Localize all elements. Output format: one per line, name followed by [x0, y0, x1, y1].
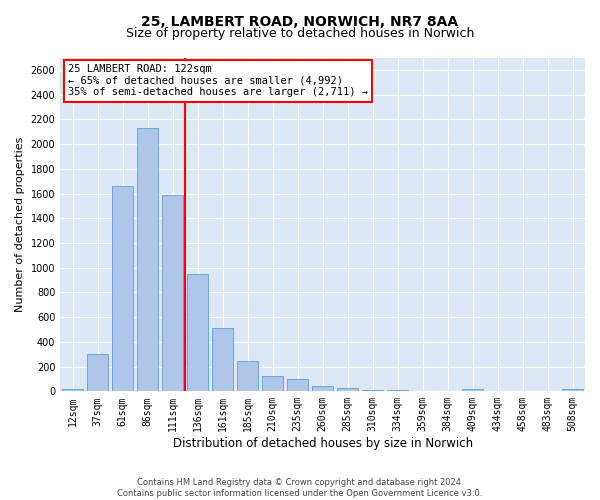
X-axis label: Distribution of detached houses by size in Norwich: Distribution of detached houses by size … [173, 437, 473, 450]
Bar [262, 376, 283, 392]
Bar [362, 390, 383, 392]
Bar [287, 379, 308, 392]
Bar [387, 390, 408, 392]
Text: 25, LAMBERT ROAD, NORWICH, NR7 8AA: 25, LAMBERT ROAD, NORWICH, NR7 8AA [142, 15, 458, 29]
Bar [337, 388, 358, 392]
Bar [162, 194, 183, 392]
Bar [137, 128, 158, 392]
Bar [312, 386, 333, 392]
Bar [537, 390, 558, 392]
Text: Contains HM Land Registry data © Crown copyright and database right 2024.
Contai: Contains HM Land Registry data © Crown c… [118, 478, 482, 498]
Bar [437, 390, 458, 392]
Text: 25 LAMBERT ROAD: 122sqm
← 65% of detached houses are smaller (4,992)
35% of semi: 25 LAMBERT ROAD: 122sqm ← 65% of detache… [68, 64, 368, 98]
Bar [412, 390, 433, 392]
Bar [462, 389, 483, 392]
Bar [237, 361, 258, 392]
Bar [87, 354, 108, 392]
Bar [212, 328, 233, 392]
Text: Size of property relative to detached houses in Norwich: Size of property relative to detached ho… [126, 28, 474, 40]
Y-axis label: Number of detached properties: Number of detached properties [15, 136, 25, 312]
Bar [487, 390, 508, 392]
Bar [112, 186, 133, 392]
Bar [187, 274, 208, 392]
Bar [562, 389, 583, 392]
Bar [62, 389, 83, 392]
Bar [512, 390, 533, 392]
